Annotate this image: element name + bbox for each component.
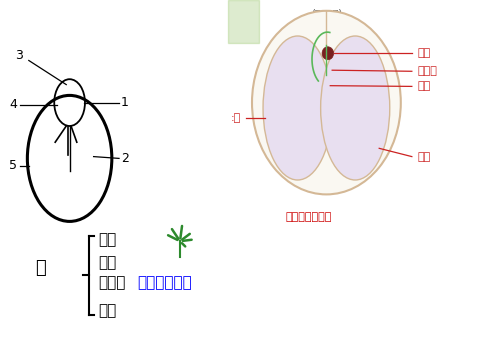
Text: 胚芙: 胚芙 — [98, 232, 117, 247]
Text: 胚根: 胚根 — [418, 81, 431, 91]
Text: 下胚轴: 下胚轴 — [418, 66, 437, 76]
Text: 4: 4 — [10, 98, 17, 111]
Text: 胚芙: 胚芙 — [418, 48, 431, 58]
Text: 菜豆种子的结构: 菜豆种子的结构 — [286, 212, 332, 222]
Text: 子叶: 子叶 — [98, 303, 117, 318]
Ellipse shape — [252, 11, 401, 194]
Ellipse shape — [322, 47, 334, 60]
Text: (或称胚轴): (或称胚轴) — [311, 8, 342, 18]
Text: :叶: :叶 — [231, 113, 241, 123]
Text: 1: 1 — [121, 96, 129, 109]
Text: 3: 3 — [15, 49, 23, 62]
Text: 胚根：: 胚根： — [98, 275, 126, 290]
Text: 能发育成主根: 能发育成主根 — [137, 275, 192, 290]
Text: 5: 5 — [10, 159, 17, 172]
Text: 2: 2 — [121, 152, 129, 165]
Text: 胚轴: 胚轴 — [98, 255, 117, 270]
Text: 种皮: 种皮 — [418, 152, 431, 162]
Ellipse shape — [321, 36, 390, 180]
Ellipse shape — [263, 36, 332, 180]
Text: 胚: 胚 — [36, 259, 46, 277]
